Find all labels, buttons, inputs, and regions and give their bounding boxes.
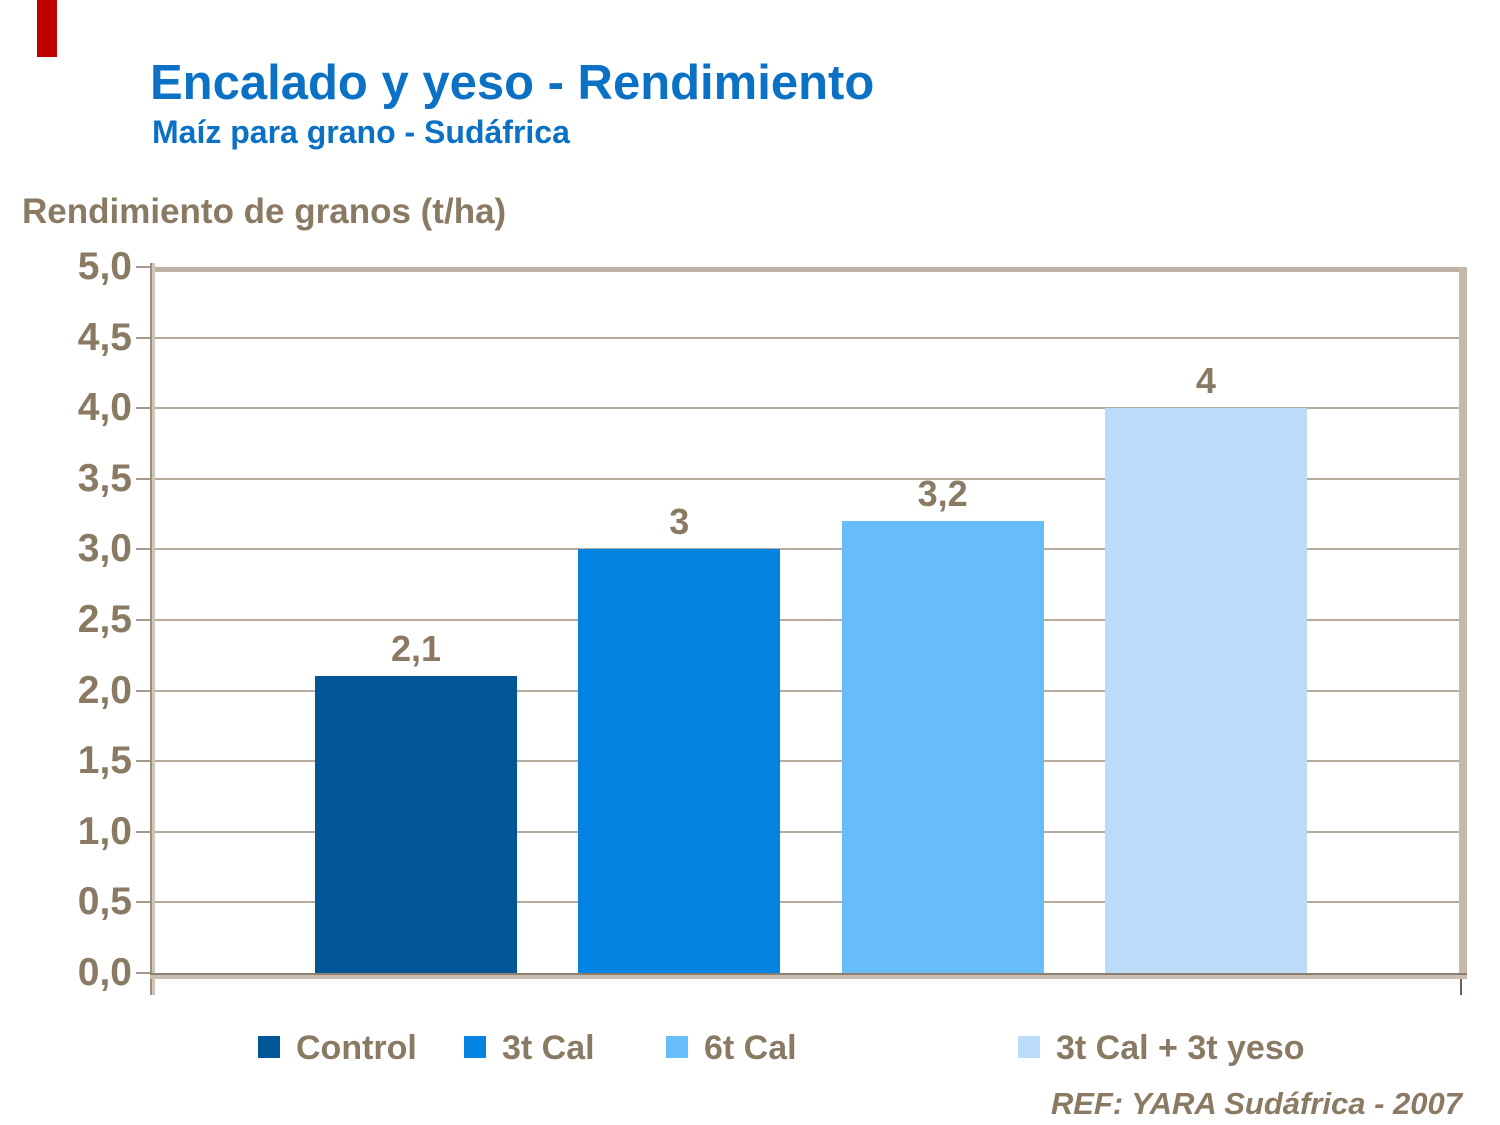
bar-3t-cal — [578, 549, 781, 973]
y-axis-tick — [136, 972, 150, 974]
y-tick-label: 2,5 — [77, 598, 132, 641]
y-tick-label: 1,5 — [77, 739, 132, 783]
plot-right-border — [1459, 267, 1467, 973]
x-axis-end-tick — [1460, 979, 1462, 995]
legend-swatch-3t-cal-3t-yeso — [1018, 1036, 1040, 1058]
y-axis-tick — [136, 266, 150, 268]
y-tick-label: 4,5 — [77, 315, 132, 359]
bar-value-label-6t-cal: 3,2 — [917, 473, 968, 515]
gridline — [155, 336, 1459, 339]
bar-value-label-3t-cal-3t-yeso: 4 — [1195, 360, 1216, 402]
y-tick-label: 3,0 — [77, 527, 132, 571]
y-tick-label: 2,0 — [77, 668, 132, 712]
bar-6t-cal — [841, 521, 1044, 973]
gridline — [155, 689, 1459, 692]
y-axis-tick — [136, 760, 150, 763]
gridline — [155, 830, 1459, 833]
slide-subtitle: Maíz para grano - Sudáfrica — [152, 114, 570, 150]
y-tick-label: 3,5 — [77, 456, 132, 500]
footer-reference: REF: YARA Sudáfrica - 2007 — [1050, 1086, 1462, 1121]
y-axis-line — [150, 263, 155, 995]
gridline — [155, 619, 1459, 621]
legend-label-3t-cal-3t-yeso: 3t Cal + 3t yeso — [1056, 1029, 1305, 1067]
y-axis-tick — [136, 689, 150, 692]
bar-control — [315, 676, 517, 973]
legend-label-control: Control — [296, 1029, 417, 1067]
legend-swatch-3t-cal — [464, 1036, 486, 1058]
y-tick-label: 1,0 — [77, 809, 132, 853]
red-accent-bar — [37, 0, 57, 57]
y-axis-tick — [136, 548, 150, 551]
gridline — [155, 548, 1459, 551]
legend-label-6t-cal: 6t Cal — [704, 1029, 797, 1067]
legend-label-3t-cal: 3t Cal — [502, 1029, 595, 1067]
y-tick-label: 0,0 — [77, 951, 132, 994]
y-axis-tick — [136, 901, 150, 904]
y-tick-label: 0,5 — [77, 880, 132, 924]
legend-swatch-6t-cal — [666, 1036, 688, 1058]
x-axis-line — [150, 973, 1467, 979]
y-axis-title: Rendimiento de granos (t/ha) — [22, 192, 507, 231]
bar-3t-cal-3t-yeso — [1104, 408, 1307, 973]
y-tick-label: 5,0 — [77, 245, 132, 288]
y-axis-tick — [136, 336, 150, 339]
y-tick-label: 4,0 — [77, 386, 132, 430]
gridline — [155, 901, 1459, 904]
y-axis-tick — [136, 407, 150, 410]
legend-swatch-control — [258, 1036, 280, 1058]
y-axis-tick — [136, 830, 150, 833]
slide-title: Encalado y yeso - Rendimiento — [150, 56, 875, 110]
gridline — [155, 407, 1459, 410]
gridline — [155, 760, 1459, 763]
y-axis-tick — [136, 619, 150, 621]
gridline — [155, 477, 1459, 480]
plot-top-border — [150, 267, 1467, 272]
bar-value-label-control: 2,1 — [390, 628, 442, 670]
y-axis-tick — [136, 477, 150, 480]
bar-value-label-3t-cal: 3 — [669, 501, 690, 543]
